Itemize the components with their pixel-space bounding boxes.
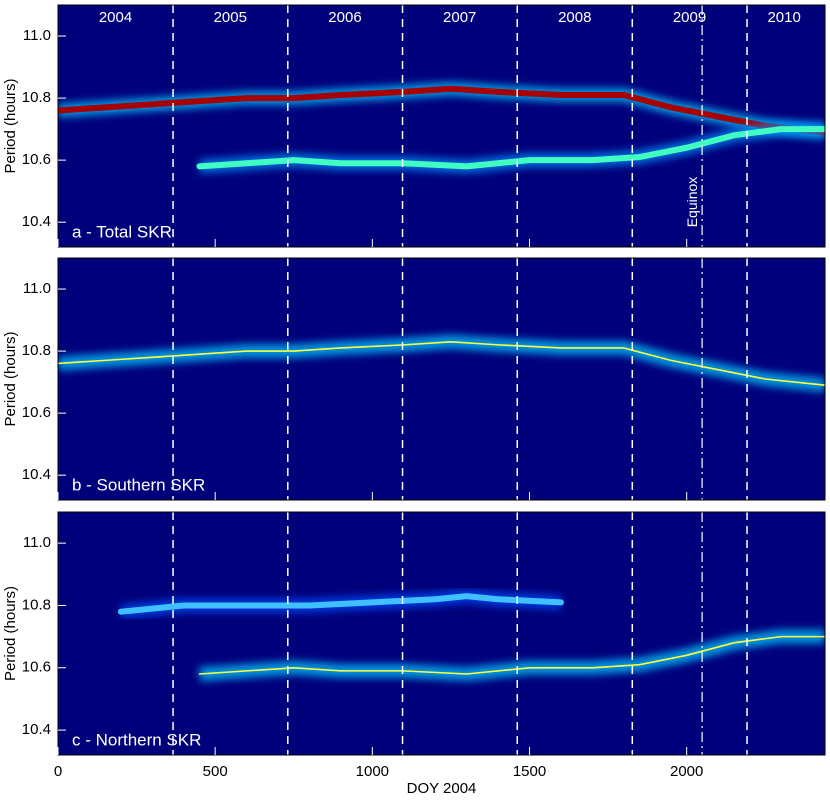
plot-area bbox=[58, 334, 825, 393]
plot-area bbox=[58, 81, 825, 174]
year-label: 2008 bbox=[558, 9, 591, 26]
x-tick-label: 1500 bbox=[513, 763, 546, 780]
plot-frame bbox=[57, 511, 826, 756]
ridge-line bbox=[198, 635, 825, 675]
x-tick-label: 2000 bbox=[670, 763, 703, 780]
y-tick-label: 11.0 bbox=[23, 280, 51, 297]
panel: Equinox 2004 2005 2006 2007 2008 2009 2010 a - T… bbox=[2, 4, 826, 248]
x-tick-label: 1000 bbox=[356, 763, 389, 780]
y-tick-label: 11.0 bbox=[23, 27, 51, 44]
y-tick-label: 10.6 bbox=[22, 151, 51, 168]
ridge-line bbox=[58, 85, 825, 136]
plot-background bbox=[58, 5, 825, 247]
ridge-line bbox=[58, 340, 825, 387]
panel-title: c - Northern SKR bbox=[72, 730, 201, 749]
plot-frame bbox=[57, 4, 826, 248]
year-label: 2009 bbox=[673, 9, 706, 26]
plot-frame bbox=[57, 257, 826, 501]
y-tick-label: 11.0 bbox=[23, 534, 51, 551]
y-tick-label: 10.6 bbox=[22, 404, 51, 421]
ridge-line bbox=[117, 593, 564, 615]
year-label: 2007 bbox=[443, 9, 476, 26]
panel-title: b - Southern SKR bbox=[72, 475, 205, 494]
year-label: 2005 bbox=[214, 9, 247, 26]
y-tick-label: 10.8 bbox=[22, 89, 51, 106]
plot-background bbox=[58, 512, 825, 755]
y-tick-label: 10.8 bbox=[22, 596, 51, 613]
plot-background bbox=[58, 258, 825, 500]
y-tick-label: 10.4 bbox=[22, 213, 51, 230]
y-axis-label: Period (hours) bbox=[2, 331, 19, 426]
y-tick-label: 10.6 bbox=[22, 659, 51, 676]
plot-area bbox=[117, 589, 825, 682]
x-tick-label: 500 bbox=[203, 763, 228, 780]
y-tick-label: 10.4 bbox=[22, 466, 51, 483]
y-tick-label: 10.8 bbox=[22, 342, 51, 359]
x-tick-label: 0 bbox=[54, 763, 62, 780]
equinox-label: Equinox bbox=[684, 177, 700, 228]
y-axis-label: Period (hours) bbox=[2, 586, 19, 681]
x-axis-label: DOY 2004 bbox=[407, 780, 477, 797]
year-label: 2010 bbox=[767, 9, 800, 26]
y-tick-label: 10.4 bbox=[22, 721, 51, 738]
year-label: 2004 bbox=[99, 9, 132, 26]
year-label: 2006 bbox=[328, 9, 361, 26]
ridge-line bbox=[196, 126, 825, 170]
panel: b - Southern SKR 10.4 10.6 10.8 11.0 Period (… bbox=[2, 257, 826, 501]
y-axis-label: Period (hours) bbox=[2, 78, 19, 173]
panel-title: a - Total SKR bbox=[72, 222, 172, 241]
panel: c - Northern SKR 10.4 10.6 10.8 11.0 Period (… bbox=[2, 239, 826, 797]
